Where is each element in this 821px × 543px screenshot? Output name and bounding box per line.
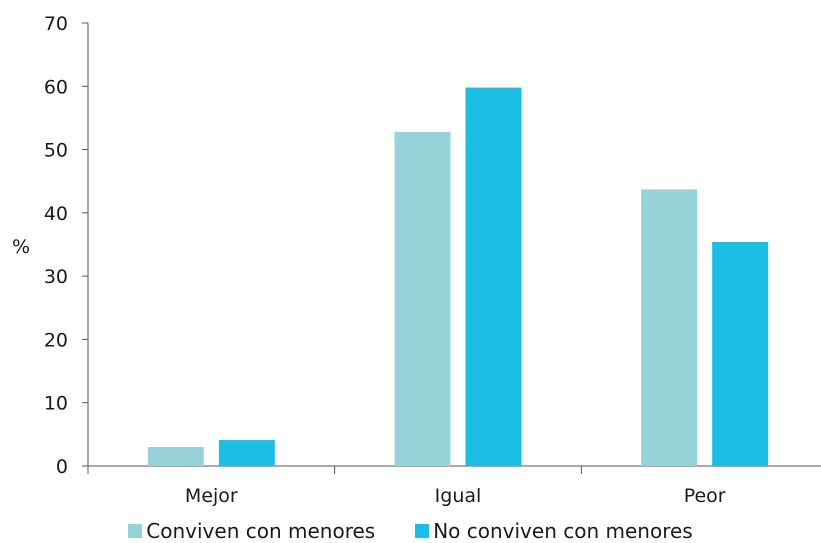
- x-tick-label: Mejor: [185, 485, 238, 507]
- y-tick-label: 20: [44, 329, 68, 351]
- bar-1-peor: [641, 189, 698, 467]
- bar-1-mejor: [147, 447, 204, 466]
- legend-item-series-2: No conviven con menores: [415, 519, 693, 543]
- legend-swatch-series-1: [128, 524, 143, 538]
- bar-2-peor: [712, 241, 769, 466]
- y-tick-label: 0: [56, 456, 68, 478]
- y-axis: 0 10 20 30 40 50 60 70: [44, 13, 89, 478]
- legend-swatch-series-2: [415, 524, 430, 538]
- legend-item-series-1: Conviven con menores: [128, 519, 375, 543]
- bar-2-igual: [465, 87, 522, 467]
- legend-label-series-2: No conviven con menores: [433, 519, 693, 543]
- legend-label-series-1: Conviven con menores: [146, 519, 376, 543]
- bars: [147, 87, 769, 467]
- y-tick-label: 10: [44, 393, 68, 415]
- y-tick-label: 60: [44, 76, 68, 98]
- legend: Conviven con menores No conviven con men…: [0, 519, 821, 543]
- x-tick-label: Peor: [684, 485, 726, 507]
- x-axis: Mejor Igual Peor: [87, 465, 821, 507]
- y-tick-label: 40: [44, 203, 68, 225]
- y-axis-label: %: [12, 236, 30, 258]
- bar-chart: 0 10 20 30 40 50 60 70 Mejor Igual Peor %: [12, 13, 821, 507]
- bar-2-mejor: [218, 440, 275, 466]
- y-tick-label: 30: [44, 266, 68, 288]
- bar-1-igual: [394, 131, 451, 466]
- y-tick-label: 70: [44, 13, 68, 35]
- x-tick-label: Igual: [435, 485, 482, 507]
- y-tick-label: 50: [44, 140, 68, 162]
